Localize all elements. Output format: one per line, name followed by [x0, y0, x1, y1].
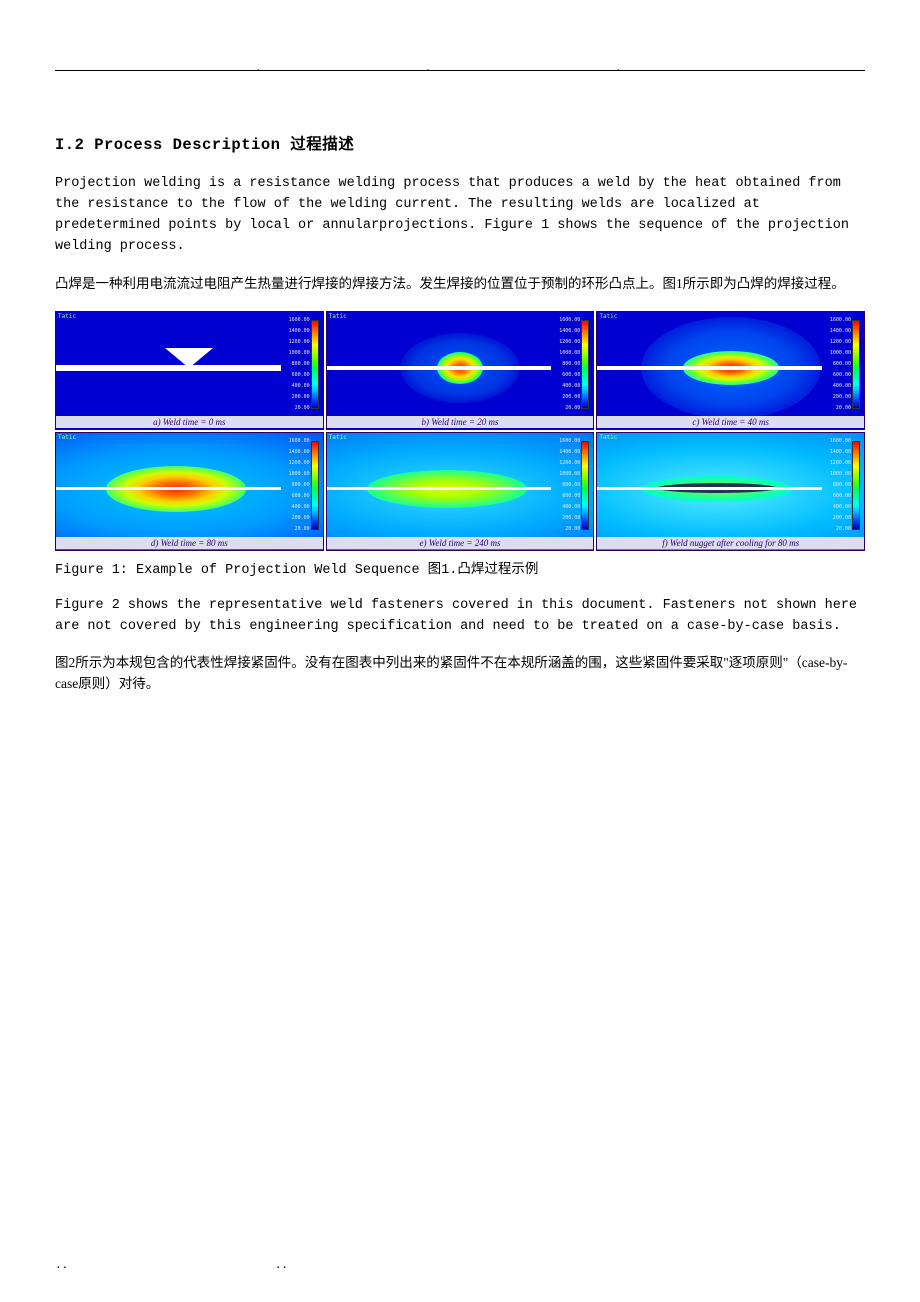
footer-dots: .. ..: [55, 1260, 288, 1272]
panel-caption: a) Weld time = 0 ms: [56, 416, 323, 428]
panel-caption: b) Weld time = 20 ms: [327, 416, 594, 428]
sim-field-label: Tatic: [329, 313, 347, 320]
paragraph-en-2: Figure 2 shows the representative weld f…: [55, 596, 865, 638]
footer-dot-2: ..: [275, 1260, 288, 1272]
colorbar: [852, 320, 860, 409]
figure-1-caption: Figure 1: Example of Projection Weld Seq…: [55, 557, 865, 578]
panel-caption: d) Weld time = 80 ms: [56, 537, 323, 549]
sim-panel-d: Tatic 1600.001400.001200.001000.00800.00…: [55, 432, 324, 551]
footer-dot-1: ..: [55, 1260, 68, 1272]
sim-field-label: Tatic: [329, 434, 347, 441]
colorbar: [311, 320, 319, 409]
sim-field-label: Tatic: [58, 434, 76, 441]
colorbar-labels: 1600.001400.001200.001000.00800.00600.00…: [827, 439, 851, 532]
panel-caption: e) Weld time = 240 ms: [327, 537, 594, 549]
sim-field-label: Tatic: [599, 313, 617, 320]
panel-caption: f) Weld nugget after cooling for 80 ms: [597, 537, 864, 549]
panel-caption: c) Weld time = 40 ms: [597, 416, 864, 428]
colorbar-labels: 1600.001400.001200.001000.00800.00600.00…: [286, 318, 310, 411]
colorbar: [581, 441, 589, 530]
colorbar: [852, 441, 860, 530]
header-rule: . . .: [55, 70, 865, 72]
header-dot: .: [615, 63, 622, 75]
sim-panel-f: Tatic 1600.001400.001200.001000.00800.00…: [596, 432, 865, 551]
paragraph-cn-1: 凸焊是一种利用电流流过电阻产生热量进行焊接的焊接方法。发生焊接的位置位于预制的环…: [55, 274, 865, 295]
figure-1: Tatic 1600.001400.001200.001000.00800.00…: [55, 311, 865, 551]
paragraph-cn-2: 图2所示为本规包含的代表性焊接紧固件。没有在图表中列出来的紧固件不在本规所涵盖的…: [55, 653, 865, 695]
colorbar-labels: 1600.001400.001200.001000.00800.00600.00…: [556, 318, 580, 411]
sim-panel-a: Tatic 1600.001400.001200.001000.00800.00…: [55, 311, 324, 430]
colorbar-labels: 1600.001400.001200.001000.00800.00600.00…: [556, 439, 580, 532]
paragraph-en-1: Projection welding is a resistance weldi…: [55, 174, 865, 258]
sim-panel-b: Tatic 1600.001400.001200.001000.00800.00…: [326, 311, 595, 430]
colorbar-labels: 1600.001400.001200.001000.00800.00600.00…: [286, 439, 310, 532]
header-dot: .: [425, 63, 432, 75]
colorbar-labels: 1600.001400.001200.001000.00800.00600.00…: [827, 318, 851, 411]
colorbar: [581, 320, 589, 409]
document-page: . . . I.2 Process Description 过程描述 Proje…: [0, 0, 920, 751]
figure-1-grid: Tatic 1600.001400.001200.001000.00800.00…: [55, 311, 865, 551]
sim-panel-e: Tatic 1600.001400.001200.001000.00800.00…: [326, 432, 595, 551]
section-heading: I.2 Process Description 过程描述: [55, 132, 865, 154]
sim-field-label: Tatic: [58, 313, 76, 320]
sim-panel-c: Tatic 1600.001400.001200.001000.00800.00…: [596, 311, 865, 430]
colorbar: [311, 441, 319, 530]
header-dot: .: [255, 63, 262, 75]
sim-field-label: Tatic: [599, 434, 617, 441]
